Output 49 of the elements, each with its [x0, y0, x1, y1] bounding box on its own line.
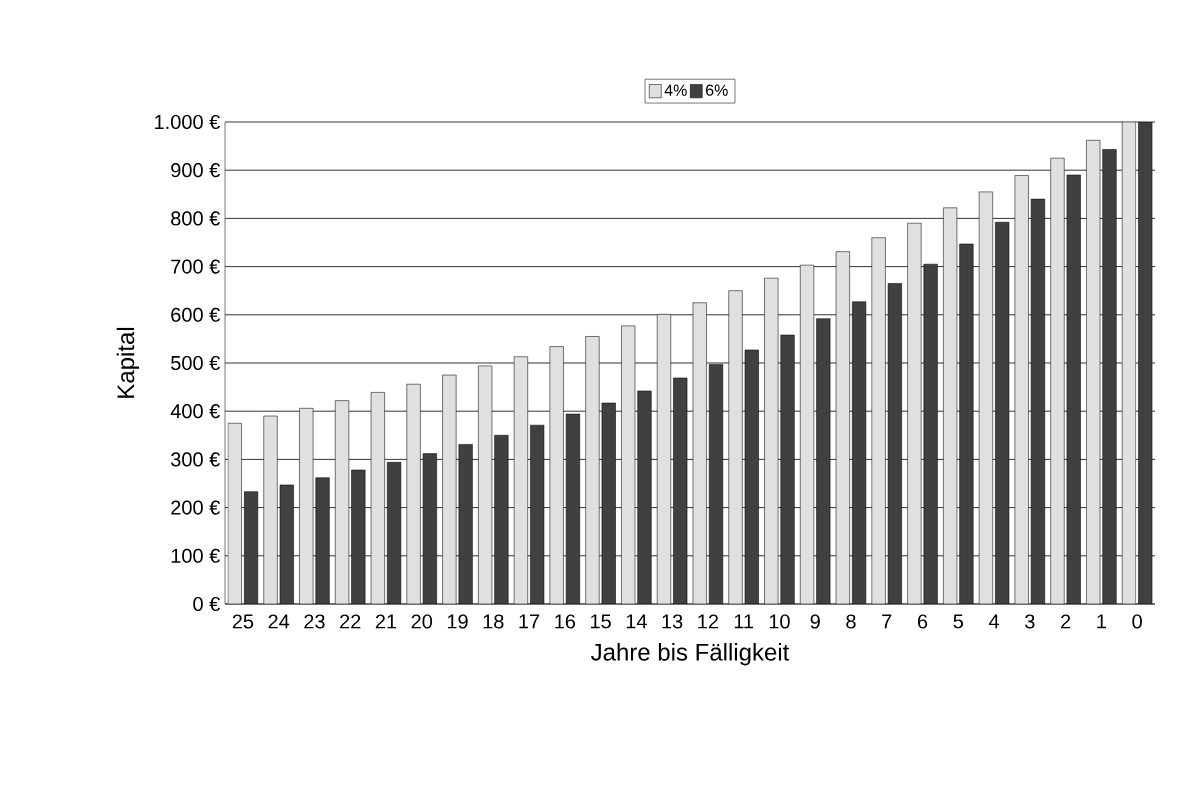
y-tick-label: 800 €: [171, 211, 220, 226]
x-tick-label: 2: [1061, 614, 1071, 629]
x-tick-label: 9: [810, 614, 820, 629]
y-tick-label: 1.000 €: [155, 114, 220, 130]
bar: [494, 435, 509, 604]
x-tick-label: 8: [846, 614, 856, 629]
x-tick-label: 3: [1025, 614, 1035, 629]
y-tick-label: 300 €: [171, 452, 220, 467]
bar: [923, 264, 938, 604]
legend-label: 6%: [706, 84, 728, 96]
bar: [458, 444, 473, 604]
y-tick-label: 600 €: [171, 307, 220, 322]
x-tick-label: 19: [447, 614, 468, 629]
x-tick-label: 12: [698, 614, 719, 629]
x-tick-label: 18: [483, 614, 504, 629]
x-tick-label: 15: [590, 614, 611, 629]
y-axis-title: Kapital: [116, 327, 140, 398]
y-tick-label: 700 €: [171, 259, 220, 274]
y-tick-label: 0 €: [193, 596, 220, 612]
x-tick-label: 1: [1097, 614, 1106, 629]
x-tick-label: 0: [1132, 614, 1142, 629]
y-tick-label: 200 €: [171, 500, 220, 515]
x-tick-label: 24: [268, 614, 290, 629]
x-tick-label: 22: [340, 614, 361, 629]
x-tick-label: 7: [882, 614, 892, 629]
x-tick-label: 16: [555, 614, 576, 629]
bar: [1102, 149, 1117, 604]
legend-label: 4%: [664, 84, 687, 96]
x-tick-label: 21: [375, 614, 397, 629]
x-tick-label: 4: [988, 614, 1000, 629]
bar: [637, 390, 652, 604]
y-tick-label: 900 €: [171, 163, 220, 178]
x-tick-label: 20: [411, 614, 433, 629]
x-tick-label: 25: [232, 614, 254, 629]
x-tick-label: 11: [734, 614, 754, 629]
bar: [959, 243, 974, 604]
y-tick-label: 500 €: [171, 355, 220, 371]
x-tick-label: 13: [662, 614, 683, 629]
x-tick-label: 10: [769, 614, 790, 629]
x-axis-title: Jahre bis Fälligkeit: [591, 643, 790, 666]
x-tick-label: 14: [626, 614, 647, 629]
x-tick-label: 6: [917, 614, 928, 629]
y-tick-label: 100 €: [171, 548, 220, 563]
x-tick-label: 23: [304, 614, 325, 629]
y-tick-label: 400 €: [170, 404, 220, 419]
bar: [315, 477, 330, 604]
bar: [780, 335, 795, 604]
x-tick-label: 5: [953, 614, 964, 629]
x-tick-label: 17: [519, 614, 540, 629]
